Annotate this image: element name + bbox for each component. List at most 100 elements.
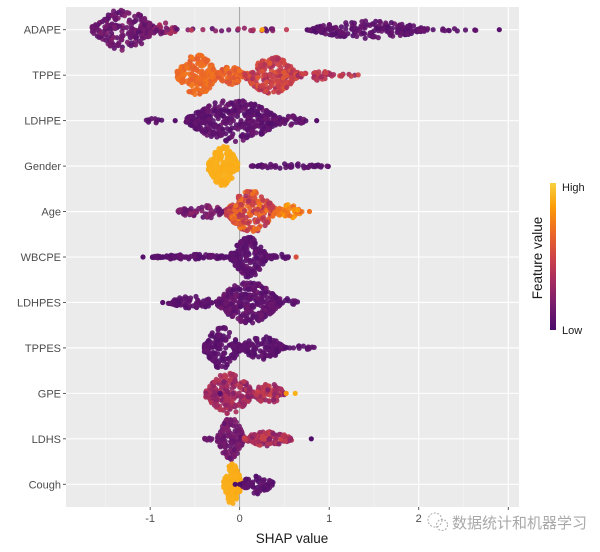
shap-point	[267, 307, 273, 313]
shap-point	[227, 358, 233, 364]
shap-point	[380, 25, 386, 31]
shap-point	[243, 476, 249, 482]
shap-point	[171, 254, 177, 260]
shap-point	[227, 433, 233, 439]
shap-point	[227, 455, 233, 461]
y-tick-label: Gender	[24, 161, 61, 173]
shap-point	[175, 76, 181, 82]
shap-point	[370, 34, 377, 40]
shap-point	[273, 435, 280, 441]
shap-point	[213, 123, 219, 129]
shap-point	[209, 344, 215, 350]
shap-point	[249, 268, 255, 275]
shap-point	[236, 428, 242, 434]
shap-point	[293, 254, 299, 260]
y-tick-label: GPE	[38, 388, 61, 400]
shap-point	[286, 206, 292, 212]
shap-point	[220, 126, 226, 132]
shap-point	[269, 296, 275, 302]
shap-point	[189, 83, 195, 89]
shap-point	[204, 59, 210, 65]
shap-point	[440, 27, 446, 33]
shap-point	[258, 398, 264, 404]
shap-point	[312, 164, 318, 170]
shap-point	[212, 379, 218, 385]
shap-point	[213, 364, 220, 370]
shap-point	[233, 162, 240, 168]
shap-point	[125, 31, 131, 37]
shap-point	[229, 296, 236, 302]
shap-point	[249, 102, 255, 109]
shap-point	[148, 30, 154, 36]
shap-point	[216, 156, 223, 162]
shap-point	[304, 346, 310, 352]
shap-point	[194, 66, 200, 72]
shap-point	[306, 208, 313, 215]
shap-point	[119, 33, 125, 39]
shap-point	[174, 26, 180, 32]
watermark-text: 数据统计和机器学习	[452, 515, 587, 532]
shap-point	[307, 27, 313, 33]
shap-point	[218, 167, 224, 173]
shap-point	[198, 53, 204, 59]
shap-point	[90, 25, 96, 31]
shap-point	[220, 436, 226, 442]
shap-point	[233, 99, 239, 105]
shap-point	[229, 251, 235, 257]
shap-point	[215, 325, 221, 332]
shap-point	[246, 352, 252, 358]
shap-point	[256, 439, 262, 445]
shap-point	[240, 123, 246, 129]
shap-point	[283, 390, 289, 396]
shap-point	[285, 63, 291, 69]
shap-point	[193, 301, 199, 307]
shap-point	[217, 69, 223, 75]
shap-point	[354, 33, 360, 40]
shap-point	[290, 345, 297, 351]
shap-point	[260, 83, 266, 89]
shap-point	[193, 79, 199, 85]
shap-point	[238, 316, 244, 322]
shap-point	[247, 242, 253, 248]
shap-point	[187, 122, 193, 128]
shap-point	[403, 26, 410, 32]
shap-point	[191, 72, 197, 78]
shap-point	[261, 436, 267, 442]
shap-point	[209, 160, 215, 166]
shap-point	[259, 384, 266, 390]
shap-point	[268, 255, 274, 261]
shap-point	[222, 301, 228, 307]
shap-point	[308, 436, 314, 442]
shap-point	[223, 345, 229, 351]
shap-point	[196, 75, 202, 81]
shap-point	[314, 118, 320, 124]
shap-point	[274, 57, 280, 63]
shap-point	[278, 300, 284, 306]
shap-point	[280, 254, 286, 260]
shap-point	[221, 483, 228, 489]
shap-point	[237, 68, 243, 74]
shap-point	[249, 109, 255, 115]
shap-point	[293, 119, 299, 125]
shap-point	[290, 113, 296, 119]
shap-point	[254, 255, 260, 261]
shap-point	[211, 350, 217, 357]
shap-point	[326, 23, 332, 29]
shap-point	[275, 83, 281, 89]
shap-point	[111, 24, 117, 30]
shap-point	[331, 72, 337, 78]
shap-point	[94, 27, 101, 33]
shap-point	[250, 439, 256, 445]
shap-point	[231, 304, 237, 310]
shap-point	[241, 111, 248, 117]
shap-point	[496, 27, 502, 33]
shap-point	[258, 253, 264, 259]
shap-point	[163, 20, 169, 26]
shap-point	[145, 34, 151, 40]
shap-point	[249, 294, 255, 300]
shap-point	[217, 342, 223, 348]
shap-point	[257, 104, 264, 111]
shap-point	[233, 486, 239, 492]
shap-point	[286, 298, 292, 304]
shap-point	[195, 56, 201, 62]
